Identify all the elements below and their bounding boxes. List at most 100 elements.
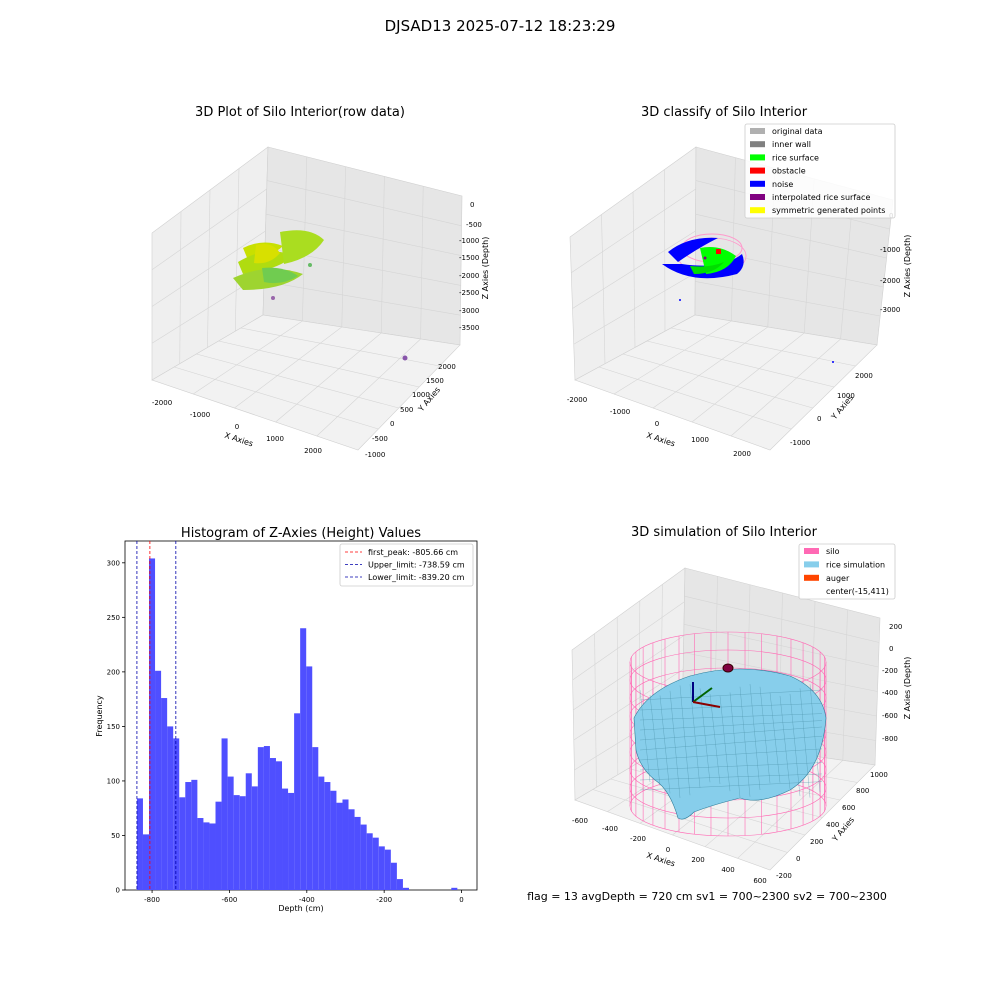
raw-ytick: 1000 <box>412 391 430 399</box>
classify-legend-label: symmetric generated points <box>772 206 885 215</box>
histogram-bar <box>136 798 143 890</box>
simulation-legend-swatch <box>804 561 819 568</box>
histogram-bar <box>149 558 156 890</box>
status-footer: flag = 13 avgDepth = 720 cm sv1 = 700~23… <box>527 890 887 903</box>
histogram-bar <box>161 698 168 890</box>
classify-xtick: 1000 <box>691 436 709 444</box>
histogram-bar <box>185 782 192 890</box>
histogram-y-tick-label: 50 <box>111 832 120 840</box>
histogram-bar <box>396 879 403 890</box>
classify-ytick: 0 <box>817 415 821 423</box>
simulation-ytick: 600 <box>842 804 855 812</box>
classify-legend-label: noise <box>772 180 793 189</box>
raw-ylabel: Y Axies <box>416 385 442 414</box>
simulation-legend-label: center(-15,411) <box>826 587 889 596</box>
simulation-ytick: 400 <box>826 821 839 829</box>
histogram-ref-lines <box>136 541 177 890</box>
histogram-bar <box>318 776 325 890</box>
histogram-ylabel: Frequency <box>95 695 104 737</box>
raw-3d-title: 3D Plot of Silo Interior(row data) <box>195 105 405 120</box>
classify-legend-swatch <box>750 128 765 134</box>
histogram-legend-label: Upper_limit: -738.59 cm <box>368 561 465 570</box>
classify-3d-panel: 3D classify of Silo Interior -2000 -1000… <box>567 105 912 458</box>
histogram-bar <box>300 628 307 890</box>
simulation-xtick: 600 <box>753 877 766 885</box>
histogram-y-tick-label: 300 <box>107 559 120 567</box>
classify-ztick: -2000 <box>880 277 900 285</box>
classify-legend-label: original data <box>772 127 823 136</box>
classify-legend-label: interpolated rice surface <box>772 193 870 202</box>
histogram-bar <box>342 799 349 890</box>
classify-legend-swatch <box>750 154 765 161</box>
simulation-xtick: -400 <box>602 825 618 833</box>
histogram-y-tick-label: 100 <box>107 777 120 785</box>
simulation-ytick: 200 <box>810 838 823 846</box>
simulation-zlabel: Z Axies (Depth) <box>903 657 912 720</box>
histogram-bar <box>179 797 186 890</box>
histogram-bar <box>354 816 361 890</box>
simulation-xtick: 400 <box>721 866 734 874</box>
raw-ytick: 0 <box>390 420 394 428</box>
classify-legend-label: inner wall <box>772 140 811 149</box>
histogram-panel: Histogram of Z-Axies (Height) Values -80… <box>95 526 478 913</box>
simulation-ytick: -200 <box>776 872 792 880</box>
histogram-bar <box>324 782 331 890</box>
histogram-bar <box>263 746 270 890</box>
histogram-bar <box>378 846 385 890</box>
simulation-ytick: 800 <box>856 787 869 795</box>
classify-xtick: -2000 <box>567 396 587 404</box>
histogram-x-tick-label: -800 <box>144 896 160 904</box>
histogram-legend: first_peak: -805.66 cm Upper_limit: -738.… <box>339 543 474 587</box>
simulation-ytick: 1000 <box>870 771 888 779</box>
simulation-3d-title: 3D simulation of Silo Interior <box>631 525 818 540</box>
simulation-legend-label: rice simulation <box>826 560 885 569</box>
classify-legend-swatch <box>750 194 765 200</box>
histogram-bar <box>191 779 198 890</box>
classify-3d-box <box>569 146 894 451</box>
raw-3d-panel: 3D Plot of Silo Interior(row data) -2000… <box>151 105 490 459</box>
classify-legend-swatch <box>750 167 765 174</box>
histogram-y-tick-label: 200 <box>107 668 120 676</box>
raw-ztick: -3500 <box>459 324 479 332</box>
raw-ztick: -500 <box>466 221 482 229</box>
histogram-bar <box>197 818 204 890</box>
histogram-bars <box>136 558 458 890</box>
raw-ytick: 1500 <box>426 377 444 385</box>
histogram-legend-label: Lower_limit: -839.20 cm <box>368 573 465 582</box>
simulation-legend-label: silo <box>826 547 840 556</box>
raw-xtick: -1000 <box>190 411 210 419</box>
classify-xtick: 0 <box>655 420 659 428</box>
simulation-xtick: 200 <box>691 856 704 864</box>
histogram-bar <box>269 758 276 890</box>
histogram-bar <box>257 747 264 890</box>
histogram-bar <box>312 747 319 890</box>
simulation-legend: silo rice simulation auger center(-15,411) <box>798 543 896 600</box>
classify-legend-swatch <box>750 141 765 148</box>
histogram-bar <box>155 670 162 890</box>
histogram-y-tick-label: 250 <box>107 614 120 622</box>
histogram-bar <box>330 790 337 890</box>
raw-ytick: -500 <box>372 435 388 443</box>
classify-legend: original data inner wall rice surface obsta… <box>744 123 896 219</box>
classify-legend-swatch <box>750 207 765 214</box>
raw-ztick: 0 <box>470 201 474 209</box>
histogram-x-tick-label: -600 <box>221 896 237 904</box>
histogram-bar <box>360 824 367 890</box>
histogram-bar <box>233 795 240 890</box>
simulation-auger <box>692 663 734 708</box>
classify-legend-swatch <box>750 180 765 187</box>
simulation-ztick: 200 <box>889 623 902 631</box>
histogram-x-ticks: -800 -600 -400 -200 0 <box>144 890 464 904</box>
simulation-3d-panel: 3D simulation of Silo Interior -600 -400… <box>571 525 912 885</box>
histogram-bar <box>251 786 258 890</box>
histogram-title: Histogram of Z-Axies (Height) Values <box>181 526 421 541</box>
raw-ytick: -1000 <box>365 451 385 459</box>
histogram-x-tick-label: 0 <box>459 896 463 904</box>
raw-ytick: 500 <box>400 406 413 414</box>
histogram-bar <box>173 738 180 890</box>
raw-xtick: 0 <box>235 423 239 431</box>
simulation-legend-swatch <box>804 548 819 554</box>
histogram-bar <box>282 788 289 890</box>
raw-ztick: -3000 <box>459 307 479 315</box>
simulation-legend-label: auger <box>826 574 850 583</box>
